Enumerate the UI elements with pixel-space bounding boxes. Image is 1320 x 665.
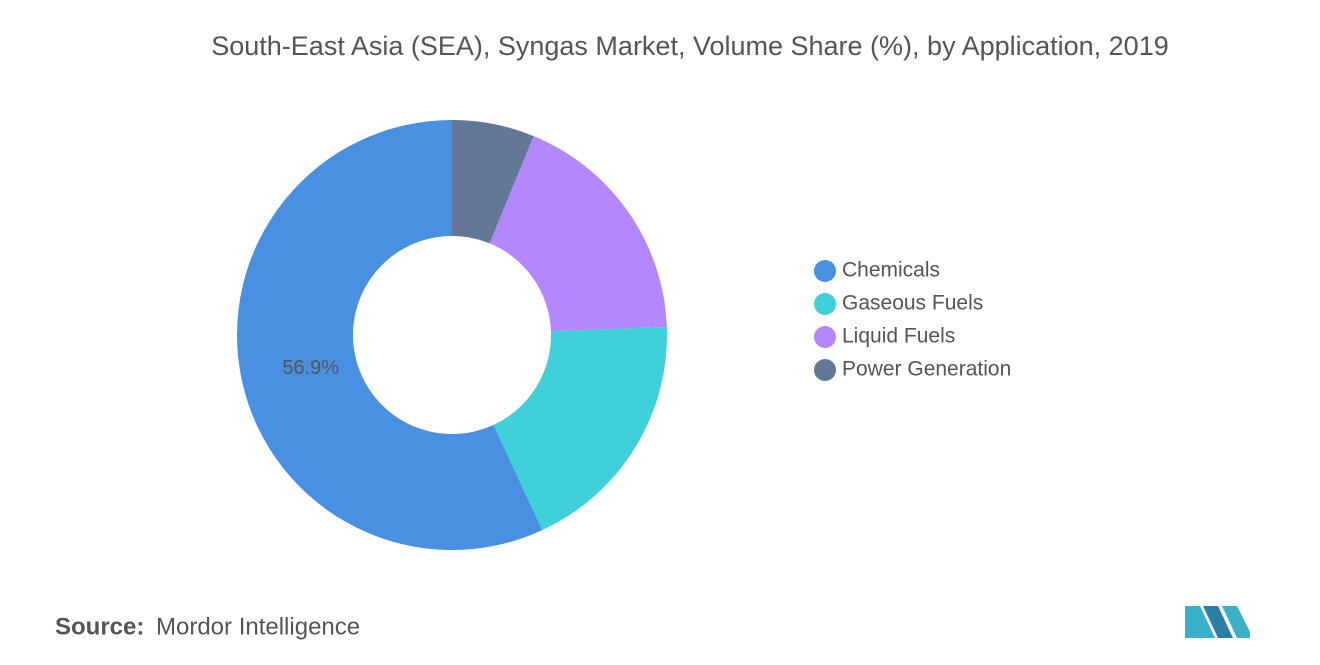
logo-part [1203,606,1233,638]
source-label: Source: [55,613,144,640]
logo-part [1222,606,1250,638]
data-label: 56.9% [282,357,339,379]
legend-label: Power Generation [842,358,1011,381]
legend-label: Gaseous Fuels [842,292,983,315]
donut-slice [489,136,667,332]
legend-marker [814,293,836,315]
donut-slice [493,326,667,531]
legend-label: Liquid Fuels [842,325,955,348]
logo-part [1185,606,1215,638]
source-text: Mordor Intelligence [156,613,360,640]
legend-marker [814,359,836,381]
chart-title: South-East Asia (SEA), Syngas Market, Vo… [211,31,1169,61]
logo [1185,606,1250,638]
legend-marker [814,326,836,348]
donut-slice [236,120,543,551]
legend-label: Chemicals [842,259,940,282]
legend-marker [814,260,836,282]
donut-slice [452,120,534,244]
